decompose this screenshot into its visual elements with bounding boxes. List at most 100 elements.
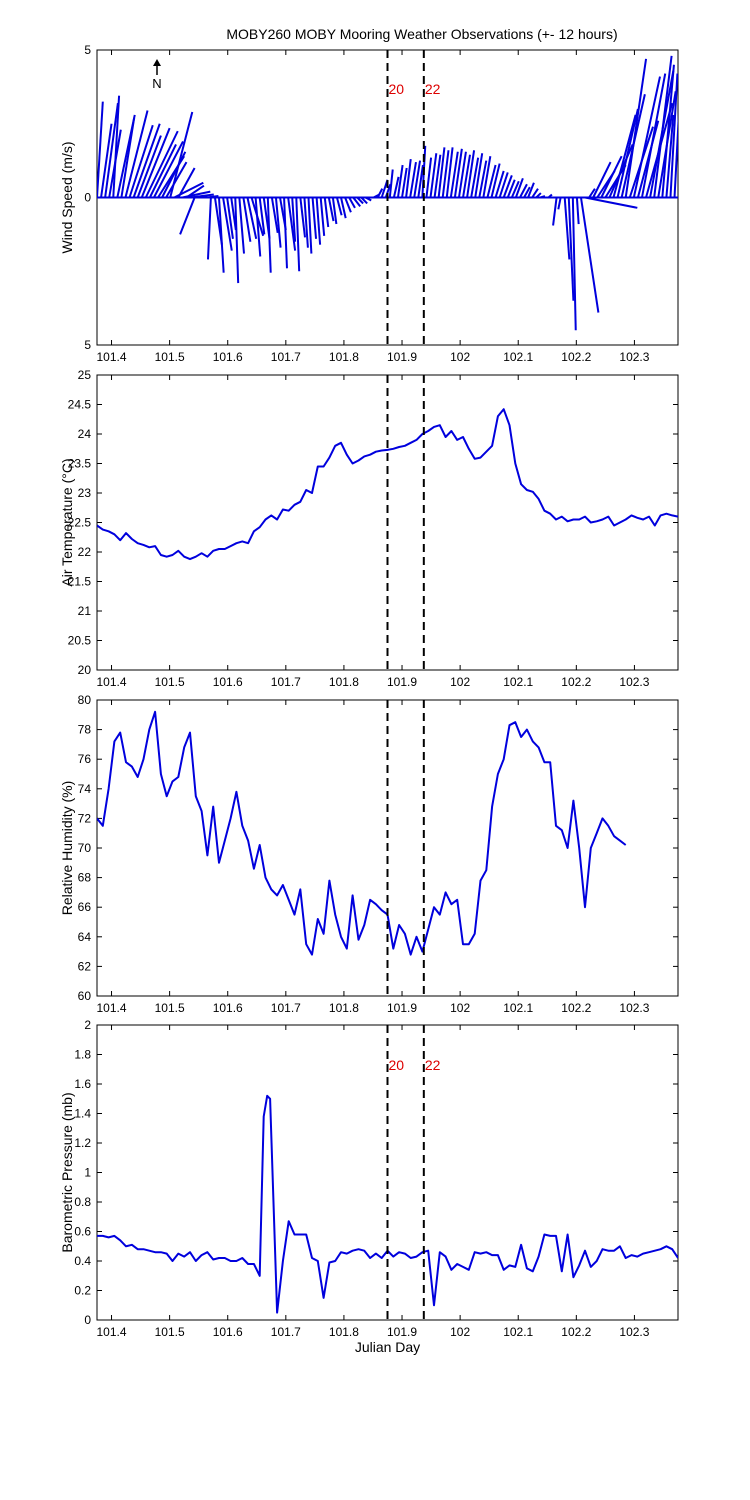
wind-vector bbox=[218, 197, 225, 273]
wind-vector bbox=[206, 197, 212, 260]
wind-vector bbox=[388, 169, 394, 198]
air-temperature-panel: 101.4 101.5 101.6 101.7 101.8 101.9 102 102.1 10… bbox=[59, 368, 679, 689]
wind-vector bbox=[490, 163, 501, 198]
wind-vector bbox=[153, 140, 184, 198]
wind-vector bbox=[433, 154, 442, 198]
wind-vector bbox=[112, 95, 121, 198]
wind-vector bbox=[327, 197, 335, 222]
wind-vector bbox=[482, 156, 492, 198]
wind-vector bbox=[592, 161, 612, 198]
wind-vector bbox=[449, 151, 459, 198]
wind-vector bbox=[307, 197, 313, 254]
y-tick-label: 1.6 bbox=[74, 1077, 91, 1091]
wind-vector bbox=[144, 130, 179, 198]
wind-vector bbox=[632, 76, 661, 198]
wind-vector bbox=[519, 183, 528, 198]
wind-vector bbox=[401, 167, 408, 198]
y-tick-label: 1.4 bbox=[74, 1107, 91, 1121]
wind-vector bbox=[161, 151, 187, 198]
wind-vector bbox=[653, 55, 673, 198]
wind-vector bbox=[246, 197, 258, 240]
wind-vector bbox=[340, 197, 347, 219]
wind-vector bbox=[376, 188, 384, 198]
wind-vector bbox=[315, 197, 322, 245]
wind-vector bbox=[238, 197, 245, 254]
y-tick-label: 0 bbox=[84, 1313, 91, 1327]
wind-vector bbox=[287, 197, 297, 251]
wind-vector bbox=[640, 73, 667, 198]
wind-vector bbox=[222, 197, 233, 251]
y-tick-label: 0 bbox=[84, 191, 91, 205]
north-arrow-icon bbox=[153, 59, 161, 66]
wind-vector bbox=[563, 197, 571, 260]
x-tick-label: 102.2 bbox=[561, 1325, 591, 1339]
x-tick-label: 101.8 bbox=[329, 675, 359, 689]
wind-vector bbox=[510, 180, 520, 198]
x-tick-label: 102 bbox=[450, 675, 470, 689]
wind-vector bbox=[535, 192, 542, 199]
y-tick-label: 23.5 bbox=[68, 457, 92, 471]
wind-vector bbox=[396, 164, 404, 198]
wind-vector bbox=[331, 197, 338, 225]
wind-vector bbox=[295, 197, 301, 272]
y-tick-label: 0.4 bbox=[74, 1254, 91, 1268]
data-layer bbox=[97, 1094, 678, 1314]
x-tick-label: 101.9 bbox=[387, 1325, 417, 1339]
wind-vector bbox=[311, 197, 318, 239]
x-tick-label: 102.2 bbox=[561, 675, 591, 689]
x-tick-label: 101.9 bbox=[387, 350, 417, 364]
y-tick-label: 21.5 bbox=[68, 575, 92, 589]
wind-vector bbox=[474, 153, 484, 198]
x-tick-label: 101.6 bbox=[213, 350, 243, 364]
wind-vector bbox=[234, 197, 240, 284]
x-tick-label: 101.5 bbox=[155, 675, 185, 689]
wind-speed-panel: 101.4 101.5 101.6 101.7 101.8 101.9 102 102.1 10… bbox=[59, 43, 679, 364]
y-tick-label: 62 bbox=[78, 959, 92, 973]
data-layer bbox=[97, 408, 678, 561]
wind-vector bbox=[120, 117, 136, 198]
wind-vector bbox=[453, 148, 463, 198]
wind-vector bbox=[567, 197, 575, 301]
y-tick-label: 70 bbox=[78, 841, 92, 855]
wind-vector bbox=[571, 197, 577, 331]
wind-vector bbox=[132, 123, 161, 198]
wind-vector bbox=[466, 150, 476, 198]
time-marker-label: 20 bbox=[389, 1057, 405, 1073]
x-tick-label: 101.4 bbox=[97, 675, 127, 689]
y-tick-label: 25 bbox=[78, 368, 92, 382]
y-tick-label: 23 bbox=[78, 486, 92, 500]
wind-vector bbox=[348, 197, 356, 209]
wind-vector bbox=[360, 196, 368, 205]
wind-vector bbox=[274, 197, 282, 248]
x-tick-label: 101.9 bbox=[387, 1001, 417, 1015]
wind-vector bbox=[392, 176, 400, 198]
x-tick-label: 102 bbox=[450, 1325, 470, 1339]
wind-vector bbox=[669, 73, 678, 198]
wind-vector bbox=[612, 114, 637, 198]
x-tick-label: 101.6 bbox=[213, 1001, 243, 1015]
wind-vector bbox=[266, 197, 272, 273]
wind-vector bbox=[352, 196, 361, 207]
x-tick-label: 102.2 bbox=[561, 1001, 591, 1015]
wind-vector bbox=[291, 197, 297, 242]
y-tick-label: 20.5 bbox=[68, 634, 92, 648]
y-tick-label: 1.2 bbox=[74, 1136, 91, 1150]
wind-vector bbox=[319, 197, 326, 236]
wind-vector bbox=[514, 177, 524, 198]
x-tick-label: 102.1 bbox=[503, 675, 533, 689]
wind-vector bbox=[283, 197, 288, 269]
wind-vector bbox=[356, 196, 364, 205]
wind-vector bbox=[502, 175, 513, 198]
x-tick-label: 101.4 bbox=[97, 1001, 127, 1015]
x-tick-label: 101.4 bbox=[97, 1325, 127, 1339]
wind-vector bbox=[206, 195, 219, 199]
figure-title: MOBY260 MOBY Mooring Weather Observation… bbox=[226, 26, 617, 42]
wind-vector bbox=[165, 161, 188, 198]
wind-vector bbox=[470, 157, 480, 198]
y-tick-label: 24 bbox=[78, 427, 92, 441]
wind-vector bbox=[579, 197, 600, 313]
x-tick-label: 101.4 bbox=[97, 350, 127, 364]
wind-vector bbox=[588, 188, 596, 199]
wind-vector bbox=[506, 179, 516, 198]
